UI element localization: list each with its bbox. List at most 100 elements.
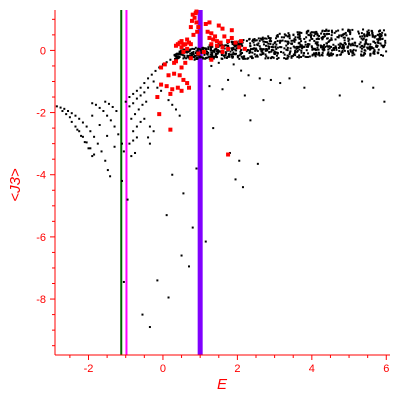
red-point (214, 43, 219, 48)
black-point (370, 29, 373, 32)
black-point (364, 42, 367, 45)
black-point (268, 51, 271, 54)
black-point (300, 55, 303, 58)
black-point (312, 31, 315, 34)
black-point (175, 53, 178, 56)
black-point (193, 54, 196, 57)
black-point (224, 44, 227, 47)
black-point (279, 39, 282, 42)
black-point (139, 120, 142, 123)
black-point (200, 51, 203, 54)
black-point (104, 159, 107, 162)
black-point (74, 114, 77, 117)
black-point (122, 280, 125, 283)
black-point (331, 49, 334, 52)
black-point (178, 114, 181, 117)
black-point (304, 55, 307, 58)
black-point (280, 50, 283, 53)
black-point (226, 55, 229, 58)
black-point (292, 45, 295, 48)
black-point (323, 48, 326, 51)
black-point (265, 55, 268, 58)
black-point (183, 56, 186, 59)
black-point (343, 32, 346, 35)
black-point (249, 51, 252, 54)
black-point (253, 44, 256, 47)
black-point (316, 34, 319, 37)
red-point (226, 46, 231, 51)
red-point (188, 42, 193, 47)
black-point (68, 116, 71, 119)
black-point (113, 145, 116, 148)
black-point (214, 48, 217, 51)
black-point (273, 51, 276, 54)
black-point (351, 54, 354, 57)
black-point (340, 43, 343, 46)
black-point (298, 54, 301, 57)
black-point (285, 34, 288, 37)
black-point (305, 32, 308, 35)
black-point (299, 37, 302, 40)
black-point (359, 35, 362, 38)
black-point (298, 36, 301, 39)
black-point (225, 52, 228, 55)
black-point (262, 48, 265, 51)
black-point (242, 57, 245, 60)
red-point (242, 46, 247, 51)
black-point (332, 48, 335, 51)
black-point (347, 29, 350, 32)
black-point (124, 100, 127, 103)
black-point (286, 49, 289, 52)
black-point (335, 54, 338, 57)
black-point (359, 41, 362, 44)
black-point (283, 53, 286, 56)
black-point (275, 51, 278, 54)
black-point (325, 29, 328, 32)
y-tick-label: -2 (36, 108, 46, 120)
black-point (337, 46, 340, 49)
black-point (236, 54, 239, 57)
black-point (254, 47, 257, 50)
black-point (381, 38, 384, 41)
black-point (282, 51, 285, 54)
black-point (293, 46, 296, 49)
red-point (196, 25, 201, 30)
red-point (173, 43, 178, 48)
black-point (275, 43, 278, 46)
black-point (305, 55, 308, 58)
black-point (231, 55, 234, 58)
red-point (187, 85, 191, 90)
black-point (290, 42, 293, 45)
black-point (327, 48, 330, 51)
black-point (213, 50, 216, 53)
black-point (306, 43, 309, 46)
black-point (212, 56, 215, 59)
black-point (217, 61, 220, 64)
black-point (360, 50, 363, 53)
black-point (378, 35, 381, 38)
black-point (262, 99, 265, 102)
black-point (318, 35, 321, 38)
black-point (307, 52, 310, 55)
black-point (87, 147, 90, 150)
black-point (275, 35, 278, 38)
red-point (179, 65, 184, 70)
red-point (220, 49, 225, 54)
black-point (236, 56, 239, 59)
black-point (374, 41, 377, 44)
black-point (361, 80, 364, 83)
black-point (130, 117, 133, 120)
black-point (269, 37, 272, 40)
black-point (287, 40, 290, 43)
black-point (341, 28, 344, 31)
black-point (311, 54, 314, 57)
black-point (347, 40, 350, 43)
black-point (132, 102, 135, 105)
black-point (313, 39, 316, 42)
black-point (376, 44, 379, 47)
black-point (235, 52, 238, 55)
red-point (214, 39, 219, 44)
black-point (341, 51, 344, 54)
red-point (218, 40, 223, 45)
